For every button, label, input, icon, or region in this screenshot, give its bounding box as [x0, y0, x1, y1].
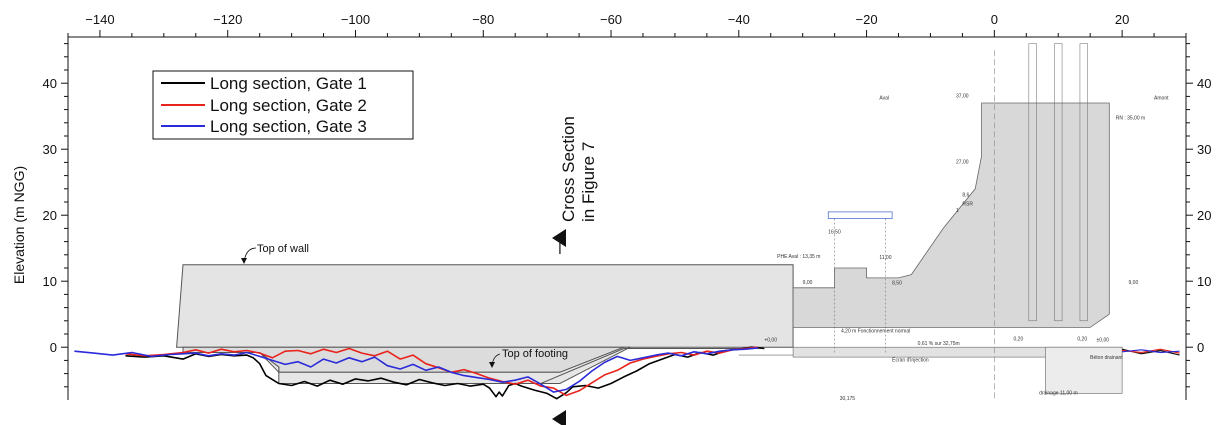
y-tick-label-right: 10	[1197, 274, 1211, 289]
x-tick-label: −100	[341, 12, 370, 27]
plot-frame	[67, 36, 1187, 400]
intake-shaft	[1028, 43, 1037, 322]
top-of-wall-arrow	[241, 258, 247, 264]
y-tick-label-left: 0	[50, 340, 57, 355]
x-tick-label: −140	[85, 12, 114, 27]
top-of-footing-label: Top of footing	[502, 348, 568, 360]
annotations: Top of wall Top of footing Cross Section…	[241, 116, 598, 425]
legend-label-gate-3: Long section, Gate 3	[210, 117, 367, 136]
drawing-label-elev_37: 37,00	[956, 94, 969, 100]
x-tick-label: 0	[991, 12, 998, 27]
x-tick-label: −20	[856, 12, 878, 27]
x-tick-label: −60	[600, 12, 622, 27]
drawing-label-elev_0_20b: 0,20	[1077, 337, 1087, 343]
cross-section-bottom-arrow	[552, 410, 566, 425]
upstream-ground-blue	[1122, 349, 1180, 354]
footing-lower	[259, 346, 631, 384]
drawing-label-label_rsr: RSR	[962, 201, 973, 207]
y-tick-label-right: 30	[1197, 142, 1211, 157]
drawing-label-elev_0_20: 0,20	[1014, 337, 1024, 343]
y-tick-label-right: 20	[1197, 208, 1211, 223]
drawing-label-elev_16_5: 16,50	[828, 230, 841, 236]
drawing-label-elev_11: 11,00	[879, 255, 891, 261]
axis-layer: −140 −120 −100 −80 −60 −40 −20 0 20 0 0 10 10 20 20 30 3…	[43, 12, 1211, 388]
drawing-label-amont: Amont	[1154, 96, 1169, 102]
drawing-label-rn: RN : 35,00 m	[1116, 116, 1145, 122]
footing-slope	[540, 348, 758, 384]
intake-shaft	[1054, 43, 1063, 322]
y-tick-label-left: 20	[43, 208, 57, 223]
y-tick-label-left: 10	[43, 274, 57, 289]
x-tick-label: −40	[728, 12, 750, 27]
drawing-label-ecran: Ecran d'injection	[892, 358, 929, 364]
gate-hoist	[827, 211, 893, 219]
drawing-label-elev_1: 1	[956, 208, 959, 214]
drawing-label-elev_9: 9,00	[803, 280, 813, 286]
x-tick-label: −80	[472, 12, 494, 27]
drawing-label-dim_30: 30,175	[840, 396, 856, 402]
top-of-wall-label: Top of wall	[257, 243, 309, 255]
cross-section-label-2: in Figure 7	[579, 142, 598, 222]
legend: Long section, Gate 1 Long section, Gate …	[152, 70, 414, 140]
y-tick-label-left: 30	[43, 142, 57, 157]
cross-section-label-1: Cross Section	[559, 116, 578, 222]
x-tick-label: −120	[213, 12, 242, 27]
drawing-label-phe: PHE Aval : 13,35 m	[777, 254, 820, 260]
drawing-label-elev_8_6: 8,6	[962, 193, 969, 199]
y-axis-label: Elevation (m NGG)	[11, 166, 27, 284]
top-of-footing-arrow	[489, 362, 495, 368]
cross-section-top-arrow	[552, 229, 566, 247]
drawing-label-elev_0: ±0,00	[1097, 337, 1110, 343]
drawing-label-elev_9b: 9,00	[1129, 280, 1139, 286]
series-line-gate-1	[125, 346, 765, 400]
wall-body	[176, 264, 794, 348]
drawing-label-pente: 0,61 % sur 32,75m	[918, 341, 960, 347]
drawing-label-label_8: 8,50	[892, 281, 902, 287]
drawing-label-aval: Aval	[879, 96, 889, 102]
cross-section-marker: Cross Section in Figure 7	[552, 116, 598, 425]
stilling-basin	[1045, 346, 1123, 394]
drawing-label-elev_n40: +0,00	[764, 337, 777, 343]
series-line-gate-3	[74, 347, 759, 393]
x-tick-label: 20	[1115, 12, 1129, 27]
y-tick-label-left: 40	[43, 76, 57, 91]
legend-label-gate-1: Long section, Gate 1	[210, 74, 367, 93]
y-tick-label-right: 40	[1197, 76, 1211, 91]
y-tick-label-right: 0	[1197, 340, 1204, 355]
legend-label-gate-2: Long section, Gate 2	[210, 96, 367, 115]
intake-shaft	[1079, 43, 1088, 322]
drawing-label-elev_27: 27,00	[956, 160, 969, 166]
drawing-label-fonctionnement: 4,20 m Fonctionnement normal	[841, 329, 910, 335]
series-layer	[74, 346, 765, 400]
wall-layer	[176, 264, 794, 384]
drawing-label-beton: Béton drainant	[1090, 355, 1123, 361]
dam-drawing: Aval Amont RN : 35,00 m PHE Aval : 13,35 m 4…	[738, 43, 1180, 402]
drawing-label-drain: drainage 11,00 m	[1039, 391, 1078, 397]
